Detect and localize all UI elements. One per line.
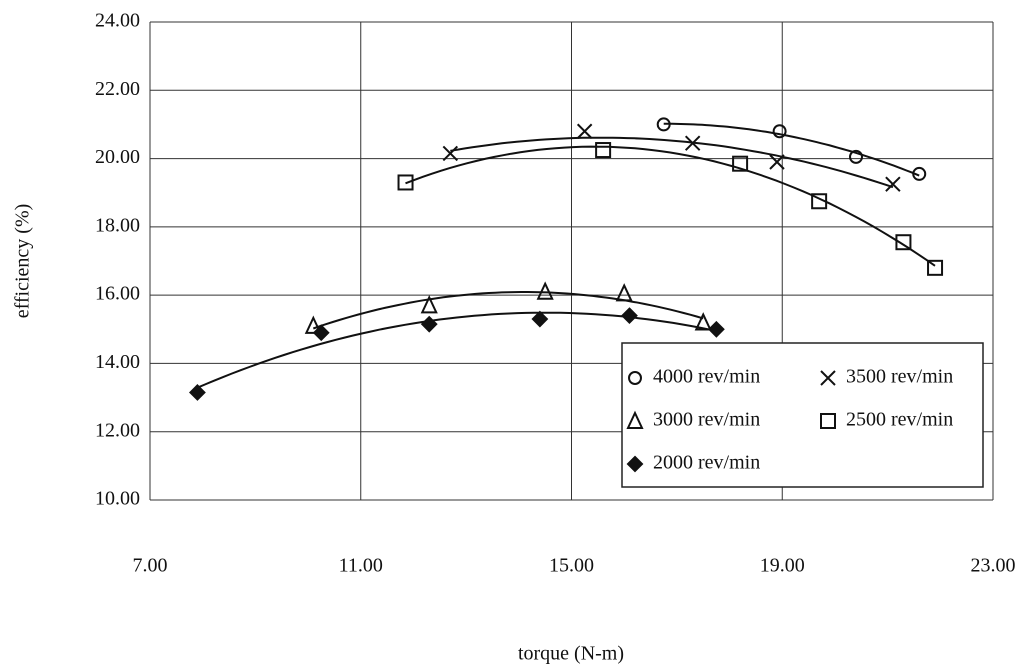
x-tick-label: 19.00 bbox=[760, 555, 805, 577]
data-point bbox=[622, 309, 636, 323]
y-tick-label: 10.00 bbox=[95, 488, 140, 510]
trend-line bbox=[664, 124, 920, 176]
legend-label: 2500 rev/min bbox=[846, 409, 953, 431]
y-tick-label: 20.00 bbox=[95, 146, 140, 168]
data-point bbox=[774, 125, 786, 137]
legend-label: 3500 rev/min bbox=[846, 366, 953, 388]
x-tick-label: 23.00 bbox=[971, 555, 1016, 577]
y-tick-label: 24.00 bbox=[95, 10, 140, 32]
y-tick-label: 12.00 bbox=[95, 419, 140, 441]
page: {"chart_data": {"type": "scatter", "x_la… bbox=[0, 0, 1030, 666]
data-point bbox=[578, 124, 592, 138]
legend-label: 2000 rev/min bbox=[653, 452, 760, 474]
x-axis-label: torque (N-m) bbox=[518, 643, 624, 665]
data-point bbox=[190, 385, 204, 399]
y-axis-label: efficiency (%) bbox=[12, 204, 34, 319]
chart: efficiency (%) torque (N-m) 10.00 12.00 14… bbox=[0, 0, 1030, 666]
y-tick-label: 18.00 bbox=[95, 214, 140, 236]
data-point bbox=[617, 285, 631, 300]
data-point bbox=[596, 143, 610, 157]
x-tick-label: 15.00 bbox=[549, 555, 594, 577]
data-point bbox=[886, 177, 900, 191]
y-tick-label: 16.00 bbox=[95, 283, 140, 305]
x-tick-label: 11.00 bbox=[339, 555, 383, 577]
data-point bbox=[709, 322, 723, 336]
trend-line bbox=[406, 147, 936, 266]
data-point bbox=[533, 312, 547, 326]
legend-label: 4000 rev/min bbox=[653, 366, 760, 388]
y-tick-label: 14.00 bbox=[95, 351, 140, 373]
x-tick-label: 7.00 bbox=[133, 555, 168, 577]
legend-label: 3000 rev/min bbox=[653, 409, 760, 431]
trend-line bbox=[313, 292, 703, 329]
y-tick-label: 22.00 bbox=[95, 78, 140, 100]
